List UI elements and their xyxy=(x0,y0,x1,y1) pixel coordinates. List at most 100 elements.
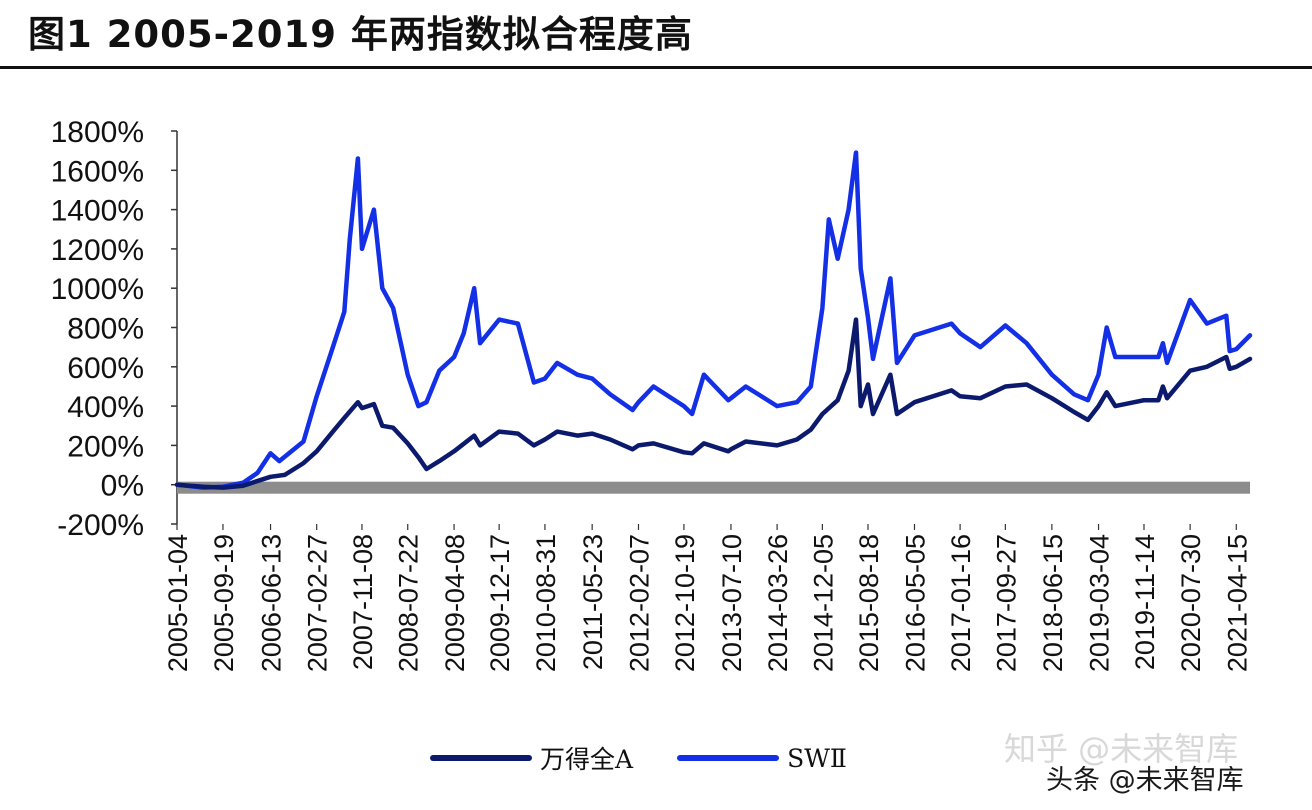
data-point-sw2 xyxy=(637,401,640,404)
data-point-sw2 xyxy=(417,405,420,407)
data-point-wind-a xyxy=(176,483,178,486)
data-point-wind-a xyxy=(691,452,693,455)
data-point-wind-a xyxy=(544,438,546,441)
data-point-wind-a xyxy=(810,428,812,431)
data-point-wind-a xyxy=(950,389,953,392)
x-tick-label: 2020-07-30 xyxy=(1176,534,1206,672)
data-point-wind-a xyxy=(1105,391,1108,394)
x-tick-label: 2021-04-15 xyxy=(1222,534,1252,672)
data-point-wind-a xyxy=(381,425,384,427)
data-point-sw2 xyxy=(959,332,961,335)
x-tick-label: 2013-07-10 xyxy=(717,534,747,672)
data-point-sw2 xyxy=(373,208,375,211)
data-point-wind-a xyxy=(1228,368,1231,370)
data-point-wind-a xyxy=(406,442,409,445)
data-point-sw2 xyxy=(315,395,318,398)
data-point-wind-a xyxy=(1166,397,1168,400)
data-point-sw2 xyxy=(1105,326,1108,329)
x-tick-label: 2017-09-27 xyxy=(991,534,1021,672)
legend-item-sw2: SWⅡ xyxy=(677,744,847,773)
data-point-wind-a xyxy=(591,432,593,435)
data-point-sw2 xyxy=(1004,324,1007,327)
x-tick-label: 2012-02-07 xyxy=(624,534,654,672)
y-tick-label: 400% xyxy=(67,391,144,424)
data-point-sw2 xyxy=(1162,342,1164,345)
data-point-sw2 xyxy=(544,377,546,380)
data-point-sw2 xyxy=(533,381,535,384)
data-point-wind-a xyxy=(847,369,850,372)
data-point-sw2 xyxy=(796,401,798,404)
data-point-sw2 xyxy=(242,481,244,484)
data-point-wind-a xyxy=(959,395,961,398)
x-tick-label: 2006-06-13 xyxy=(257,534,287,672)
data-point-wind-a xyxy=(1206,366,1208,368)
data-point-wind-a xyxy=(517,432,519,435)
data-point-wind-a xyxy=(438,460,441,462)
data-point-sw2 xyxy=(867,316,869,319)
data-point-sw2 xyxy=(859,267,862,270)
x-tick-label: 2017-01-16 xyxy=(946,534,976,672)
data-point-wind-a xyxy=(855,318,857,321)
data-point-sw2 xyxy=(1025,342,1028,345)
data-point-sw2 xyxy=(896,362,898,364)
data-point-sw2 xyxy=(776,405,778,407)
data-point-sw2 xyxy=(631,409,634,411)
y-tick-label: 800% xyxy=(67,313,144,346)
data-point-wind-a xyxy=(889,373,892,376)
legend-swatch-wind-a xyxy=(430,755,532,761)
data-point-wind-a xyxy=(1235,366,1238,368)
data-point-sw2 xyxy=(1189,299,1191,301)
data-point-wind-a xyxy=(979,397,982,400)
data-point-wind-a xyxy=(1073,411,1075,413)
data-point-wind-a xyxy=(896,413,898,415)
data-point-wind-a xyxy=(315,450,318,453)
data-point-wind-a xyxy=(836,399,839,402)
data-point-wind-a xyxy=(1162,385,1164,388)
data-point-wind-a xyxy=(269,476,272,478)
legend-label-wind-a: 万得全A xyxy=(540,745,634,774)
x-tick-label: 2007-11-08 xyxy=(348,534,378,670)
data-point-wind-a xyxy=(631,448,634,451)
data-point-wind-a xyxy=(453,450,455,453)
data-point-wind-a xyxy=(556,430,558,433)
data-point-wind-a xyxy=(637,444,640,447)
figure-title: 图1 2005-2019 年两指数拟合程度高 xyxy=(28,13,693,56)
data-point-wind-a xyxy=(872,413,874,415)
data-point-sw2 xyxy=(406,373,409,376)
data-point-wind-a xyxy=(284,474,286,476)
y-tick-label: 1800% xyxy=(51,116,144,149)
x-tick-label: 2019-03-04 xyxy=(1085,534,1115,672)
data-point-wind-a xyxy=(1087,419,1089,421)
data-point-wind-a xyxy=(1157,399,1160,402)
series-layer xyxy=(174,150,1253,490)
data-point-sw2 xyxy=(1206,322,1208,325)
data-point-sw2 xyxy=(913,334,916,337)
data-point-sw2 xyxy=(1157,356,1160,358)
data-point-wind-a xyxy=(821,413,824,415)
data-point-sw2 xyxy=(1097,373,1100,376)
data-point-sw2 xyxy=(652,385,655,388)
data-point-sw2 xyxy=(683,405,685,407)
y-axis: 1800% 1600% 1400% 1200% 1000% 800% 600% 400% 200… xyxy=(51,116,178,542)
data-point-wind-a xyxy=(479,444,481,447)
data-point-wind-a xyxy=(796,438,798,441)
data-point-sw2 xyxy=(691,413,693,415)
data-point-wind-a xyxy=(1114,405,1117,407)
data-point-sw2 xyxy=(609,393,611,396)
data-point-sw2 xyxy=(473,287,476,290)
data-point-wind-a xyxy=(1225,356,1228,358)
data-point-wind-a xyxy=(867,383,869,386)
data-point-wind-a xyxy=(859,405,862,407)
data-point-wind-a xyxy=(202,485,205,488)
data-point-wind-a xyxy=(1189,369,1191,372)
series-line-wind-a xyxy=(174,317,1253,490)
data-point-wind-a xyxy=(1249,358,1251,360)
data-point-wind-a xyxy=(473,434,476,437)
data-point-sw2 xyxy=(438,369,441,372)
x-tick-label: 2008-07-22 xyxy=(394,534,424,672)
y-tick-label: 0% xyxy=(101,470,144,503)
data-point-sw2 xyxy=(836,257,839,260)
data-point-sw2 xyxy=(1143,356,1145,358)
data-point-sw2 xyxy=(847,208,850,211)
